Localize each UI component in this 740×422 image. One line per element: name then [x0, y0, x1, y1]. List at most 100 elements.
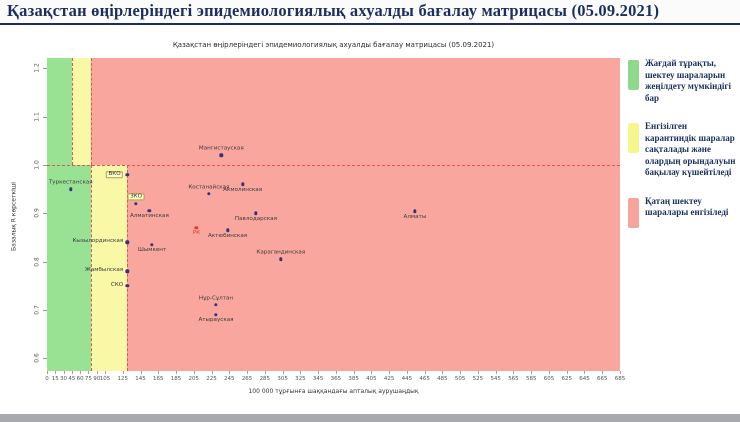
x-tick-label: 465: [419, 376, 430, 382]
data-point-СКО: [125, 284, 129, 288]
data-point-Шымкент: [150, 242, 154, 247]
x-tick-mark: [477, 371, 479, 374]
legend-item-green: Жағдай тұрақты, шектеу шараларын жеңілде…: [628, 58, 738, 104]
x-tick-label: 60: [76, 376, 84, 382]
x-tick-label: 485: [437, 376, 448, 382]
data-point-label: Актюбинская: [207, 232, 248, 239]
data-point-label: Кызылординская: [72, 238, 124, 245]
y-tick-label: 0.6: [33, 353, 41, 363]
data-point-РК: [194, 226, 199, 230]
x-tick-label: 205: [188, 376, 200, 382]
x-tick-label: 505: [454, 376, 466, 382]
y-tick-mark: [43, 261, 47, 263]
x-tick-mark: [63, 371, 65, 374]
x-tick-label: 105: [99, 376, 111, 382]
x-tick-mark: [80, 371, 82, 374]
data-point-Жамбылская: [125, 269, 129, 273]
legend-item-label: Жағдай тұрақты, шектеу шараларын жеңілде…: [645, 58, 732, 103]
zone-boundary-line: [127, 164, 129, 371]
x-tick-mark: [389, 371, 391, 374]
x-tick-mark: [300, 371, 302, 374]
plot-area: Туркестанская ВКО ЗКО Алматинская Кызылордин…: [47, 58, 620, 371]
y-axis-label: Базалық R көрсеткіші: [10, 182, 18, 251]
x-tick-mark: [424, 371, 426, 374]
data-point-label: Мангистауская: [198, 145, 244, 152]
footer-bar: [0, 414, 740, 422]
x-tick-mark: [96, 371, 98, 374]
x-tick-label: 0: [45, 376, 49, 382]
zone-yellow-below: [91, 164, 128, 371]
x-tick-label: 325: [295, 376, 306, 382]
y-tick-mark: [43, 358, 47, 360]
legend-item-red: Қатаң шектеу шаралары енгізіледі: [628, 196, 738, 228]
x-tick-mark: [602, 371, 604, 374]
x-tick-label: 185: [170, 376, 182, 382]
x-tick-mark: [548, 371, 550, 374]
x-tick-label: 75: [84, 376, 92, 382]
x-tick-label: 125: [117, 376, 129, 382]
data-point-Туркестанская: [69, 187, 73, 191]
x-tick-mark: [264, 371, 266, 374]
x-tick-label: 605: [543, 376, 555, 382]
x-tick-label: 245: [224, 376, 235, 382]
x-tick-mark: [584, 371, 586, 374]
x-tick-label: 165: [153, 376, 164, 382]
zone-boundary-line: [91, 164, 93, 371]
x-tick-label: 665: [596, 376, 608, 382]
data-point-ЗКО: [134, 201, 138, 206]
x-tick-label: 525: [472, 376, 484, 382]
x-tick-mark: [318, 371, 320, 374]
data-point-label: Павлодарская: [234, 215, 277, 222]
x-tick-mark: [335, 371, 337, 374]
data-point-Мангистауская: [219, 153, 224, 158]
epidemiological-matrix-chart: Қазақстан өңірлеріндегі эпидемиологиялық…: [0, 25, 625, 410]
x-tick-label: 365: [330, 376, 342, 382]
x-tick-label: 405: [366, 376, 377, 382]
zone-green-below: [47, 164, 92, 371]
x-tick-mark: [442, 371, 444, 374]
zone-boundary-line: [71, 58, 73, 165]
x-tick-mark: [176, 371, 178, 374]
x-tick-mark: [229, 371, 231, 374]
data-point-label: Атырауская: [198, 317, 234, 324]
x-tick-label: 45: [68, 376, 76, 382]
data-point-Актюбинская: [225, 228, 230, 232]
x-tick-label: 145: [135, 376, 146, 382]
x-tick-mark: [193, 371, 195, 374]
data-point-Нұр-Сұлтан: [214, 303, 218, 307]
x-tick-label: 285: [259, 376, 271, 382]
data-point-ВКО: [125, 172, 129, 177]
legend-item-label: Қатаң шектеу шаралары енгізіледі: [645, 195, 729, 218]
data-point-Атырауская: [214, 313, 218, 317]
green-zone-swatch: [628, 60, 639, 90]
x-tick-label: 90: [93, 376, 101, 382]
x-tick-mark: [247, 371, 249, 374]
y-tick-mark: [43, 116, 47, 118]
data-point-label: РК: [192, 230, 201, 237]
data-point-label: Карагандинская: [256, 249, 306, 256]
data-point-label: Акмолинская: [223, 186, 263, 193]
x-tick-mark: [71, 371, 73, 374]
x-tick-mark: [211, 371, 213, 374]
y-tick-label: 1.0: [33, 160, 41, 170]
data-point-Костанайская: [207, 192, 211, 196]
x-tick-mark: [122, 371, 124, 374]
data-point-label: Костанайская: [188, 184, 230, 191]
chart-title: Қазақстан өңірлеріндегі эпидемиологиялық…: [172, 41, 495, 49]
x-tick-label: 385: [348, 376, 359, 382]
x-tick-label: 545: [490, 376, 501, 382]
x-tick-mark: [513, 371, 515, 374]
x-tick-mark: [282, 371, 284, 374]
x-tick-label: 645: [579, 376, 590, 382]
y-tick-mark: [43, 68, 47, 70]
x-tick-label: 30: [60, 376, 68, 382]
zone-red-above: [91, 58, 620, 165]
x-tick-label: 305: [277, 376, 288, 382]
yellow-zone-swatch: [628, 123, 639, 154]
x-tick-mark: [371, 371, 373, 374]
data-point-label: Нұр-Сұлтан: [198, 295, 234, 302]
x-tick-label: 625: [561, 376, 572, 382]
page-title: Қазақстан өңірлеріндегі эпидемиологиялық…: [7, 1, 660, 20]
y-tick-label: 1.1: [33, 111, 41, 122]
